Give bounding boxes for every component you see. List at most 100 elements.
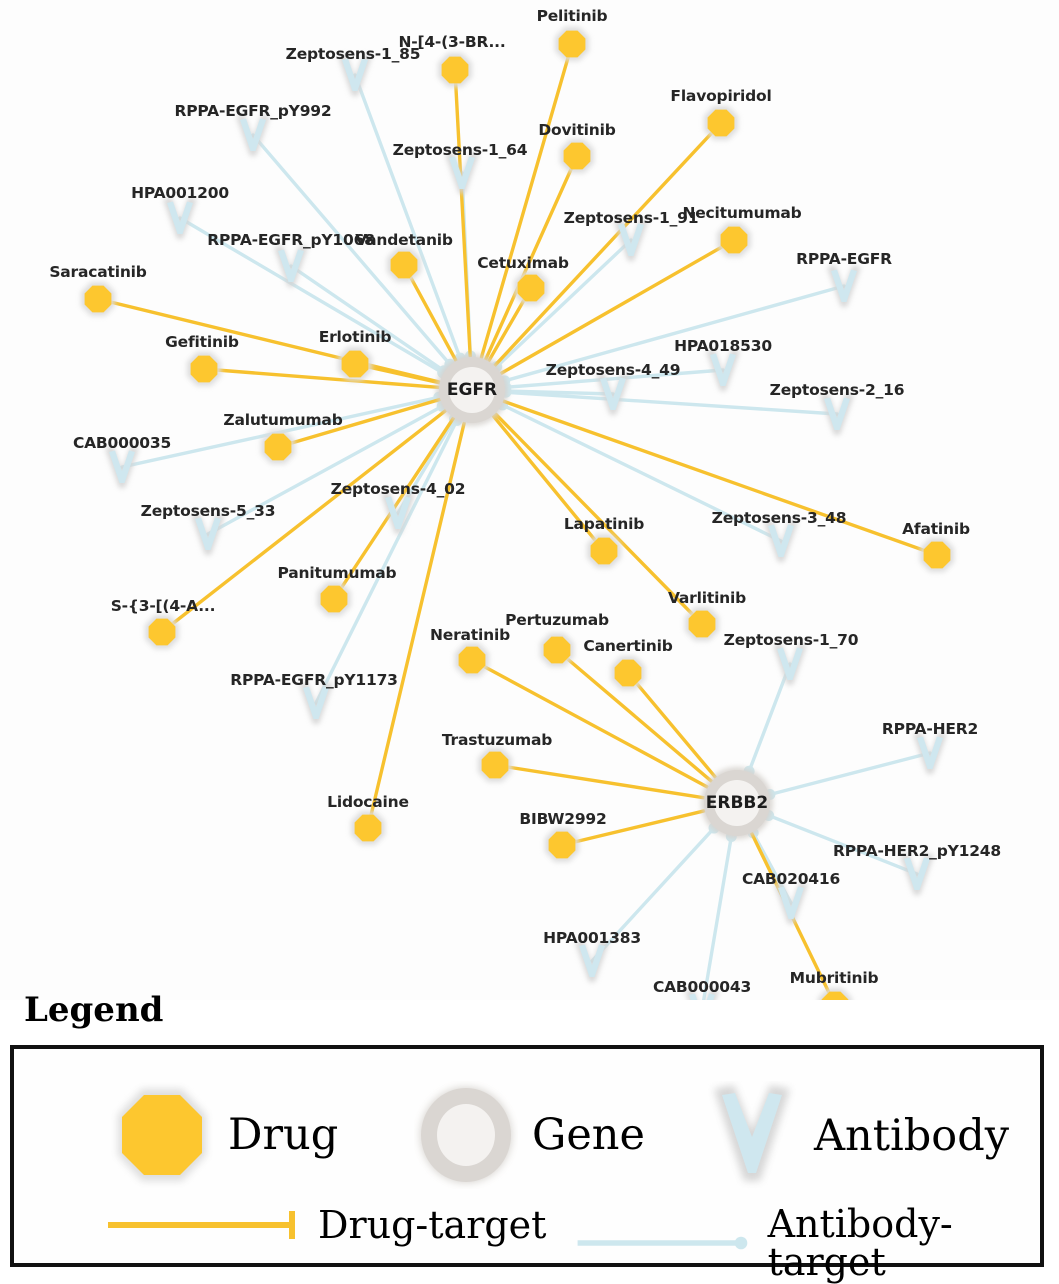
antibody-node[interactable] (381, 492, 415, 534)
gene-node[interactable] (436, 354, 508, 426)
drug-node[interactable] (145, 615, 179, 649)
antibody-chevron-icon (167, 201, 193, 234)
drug-octagon-icon (707, 109, 735, 137)
drug-node[interactable] (438, 53, 472, 87)
network-graph-svg[interactable] (0, 0, 1059, 1000)
drug-node[interactable] (540, 633, 574, 667)
antibody-node[interactable] (445, 152, 479, 194)
antibody-node[interactable] (773, 643, 807, 685)
drug-target-edge-icon (108, 1211, 295, 1239)
antibody-node[interactable] (274, 245, 308, 287)
antibody-node[interactable] (105, 446, 139, 488)
graph-edge (503, 284, 846, 383)
antibody-node[interactable] (685, 989, 719, 1000)
drug-node[interactable] (187, 352, 221, 386)
antibody-node[interactable] (191, 513, 225, 555)
drug-octagon-icon (543, 636, 571, 664)
legend-label-antibody: Antibody (814, 1110, 1010, 1161)
drug-octagon-icon (390, 251, 418, 279)
antibody-chevron-icon (385, 496, 411, 529)
graph-edge (626, 671, 717, 779)
graph-edge (202, 367, 440, 390)
gene-node-label: EGFR (446, 380, 498, 400)
antibody-node[interactable] (299, 682, 333, 724)
antibody-node[interactable] (706, 349, 740, 391)
drug-octagon-icon (320, 585, 348, 613)
drug-node[interactable] (261, 430, 295, 464)
drug-node[interactable] (478, 748, 512, 782)
antibody-chevron-icon (778, 886, 804, 919)
drug-node[interactable] (704, 106, 738, 140)
graph-edge (96, 297, 441, 384)
drug-octagon-icon (720, 226, 748, 254)
nodes-layer[interactable] (81, 27, 954, 1000)
graph-edge (500, 403, 783, 543)
graph-edge (504, 368, 725, 389)
graph-edge (366, 421, 466, 830)
graph-edge (453, 68, 472, 358)
graph-edge (206, 404, 444, 536)
drug-node[interactable] (717, 223, 751, 257)
antibody-chevron-icon (768, 524, 794, 557)
drug-node[interactable] (545, 828, 579, 862)
graph-edge (178, 216, 445, 375)
antibody-node[interactable] (614, 219, 648, 261)
drug-node[interactable] (555, 27, 589, 61)
antibody-node[interactable] (236, 114, 270, 156)
graph-edge (491, 414, 606, 553)
drug-node[interactable] (317, 582, 351, 616)
drug-node[interactable] (920, 538, 954, 572)
legend-symbol-row: Drug Gene Antibody (14, 1077, 1040, 1189)
graph-edge (484, 154, 579, 361)
drug-node[interactable] (560, 139, 594, 173)
antibody-node[interactable] (163, 197, 197, 239)
antibody-chevron-icon (278, 249, 304, 282)
graph-edge (590, 826, 716, 963)
drug-octagon-icon (558, 30, 586, 58)
antibody-chevron-icon (689, 993, 715, 1000)
legend-title: Legend (24, 990, 164, 1030)
antibody-chevron-icon (240, 118, 266, 151)
drug-node[interactable] (514, 271, 548, 305)
antibody-node[interactable] (338, 54, 372, 96)
antibody-node[interactable] (596, 373, 630, 415)
gene-ring-icon (420, 1087, 512, 1183)
drug-node[interactable] (611, 656, 645, 690)
graph-edge (493, 763, 706, 800)
drug-node[interactable] (455, 643, 489, 677)
antibody-node[interactable] (764, 520, 798, 562)
legend-label-gene: Gene (532, 1109, 645, 1160)
antibody-node[interactable] (774, 882, 808, 924)
graph-edge (495, 238, 633, 369)
drug-node[interactable] (351, 811, 385, 845)
gene-node[interactable] (701, 767, 773, 839)
graph-edge (768, 751, 932, 797)
drug-node[interactable] (685, 607, 719, 641)
drug-node[interactable] (81, 282, 115, 316)
antibody-target-edge-icon (577, 1236, 748, 1250)
graph-edge (402, 263, 458, 362)
graph-edge (766, 813, 919, 876)
graph-edge (499, 238, 736, 375)
drug-octagon-icon (341, 350, 369, 378)
drug-node[interactable] (338, 347, 372, 381)
network-canvas[interactable]: Zeptosens-1_85 RPPA-EGFR_pY992 HPA001200 RP… (0, 0, 1059, 1000)
drug-node[interactable] (387, 248, 421, 282)
gene-node-label: ERBB2 (705, 793, 769, 813)
antibody-chevron-icon (831, 269, 857, 302)
drug-node[interactable] (587, 534, 621, 568)
drug-node[interactable] (818, 988, 852, 1000)
antibody-node[interactable] (900, 853, 934, 895)
antibody-node[interactable] (827, 265, 861, 307)
drug-octagon-icon (264, 433, 292, 461)
drug-octagon-icon (481, 751, 509, 779)
antibody-chevron-icon (579, 944, 605, 977)
graph-edge (701, 834, 734, 1000)
graph-edge (504, 390, 839, 416)
antibody-node[interactable] (575, 940, 609, 982)
antibody-node[interactable] (913, 732, 947, 774)
drug-octagon-icon (563, 142, 591, 170)
graph-edge (314, 418, 459, 705)
drug-octagon-icon (118, 1089, 206, 1181)
antibody-node[interactable] (820, 393, 854, 435)
